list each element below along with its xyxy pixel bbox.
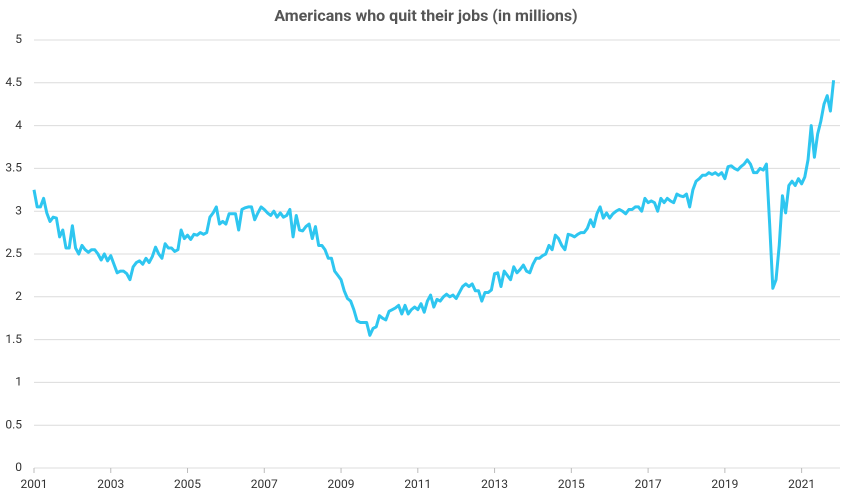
- x-tick-label: 2015: [558, 477, 585, 491]
- line-series: [32, 80, 836, 337]
- y-tick-label: 5: [15, 32, 22, 46]
- y-tick-label: 2.5: [5, 246, 22, 260]
- x-tick-label: 2001: [21, 477, 48, 491]
- x-tick-label: 2005: [174, 477, 201, 491]
- y-tick-label: 0.5: [5, 417, 22, 431]
- y-tick-label: 1.5: [5, 332, 22, 346]
- chart-title: Americans who quit their jobs (in millio…: [274, 6, 577, 25]
- y-tick-label: 3.5: [5, 161, 22, 175]
- x-tick-label: 2007: [251, 477, 278, 491]
- x-tick-label: 2017: [635, 477, 662, 491]
- x-tick-label: 2019: [711, 477, 738, 491]
- x-tick-label: 2013: [481, 477, 508, 491]
- x-tick-label: 2011: [404, 477, 431, 491]
- y-tick-label: 4: [15, 118, 22, 132]
- y-tick-label: 0: [15, 460, 22, 474]
- x-tick-label: 2003: [97, 477, 124, 491]
- x-tick-label: 2021: [788, 477, 815, 491]
- x-tick-label: 2009: [328, 477, 355, 491]
- y-tick-label: 3: [15, 203, 22, 217]
- y-tick-label: 4.5: [5, 75, 22, 89]
- y-tick-label: 2: [15, 289, 22, 303]
- y-tick-label: 1: [15, 375, 22, 389]
